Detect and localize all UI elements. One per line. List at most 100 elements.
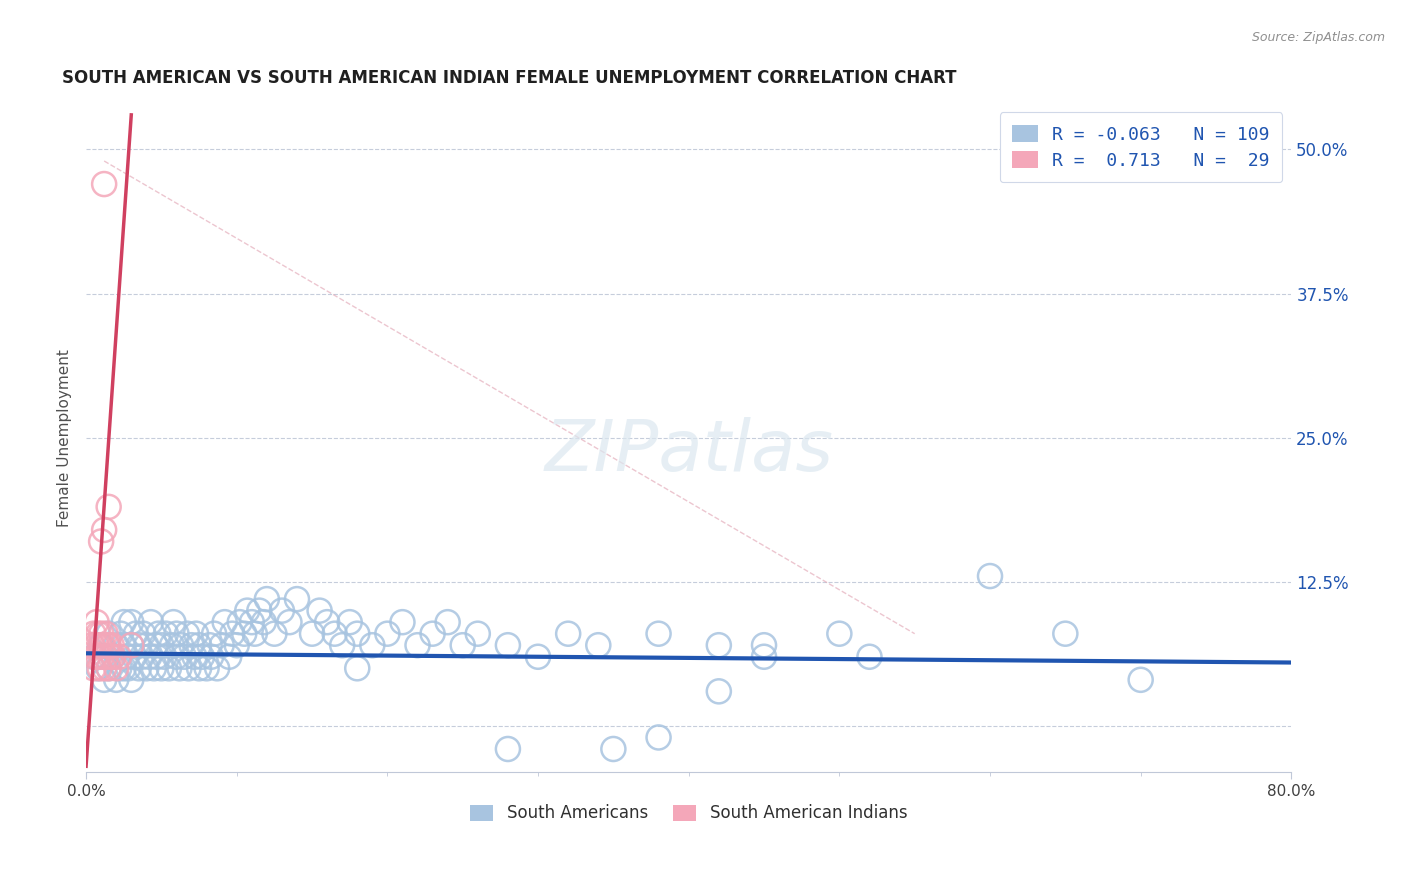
Text: Source: ZipAtlas.com: Source: ZipAtlas.com <box>1251 31 1385 45</box>
Point <box>205 661 228 675</box>
Point <box>97 500 120 514</box>
Point <box>108 661 131 675</box>
Point <box>105 638 128 652</box>
Point <box>391 615 413 629</box>
Point <box>211 638 233 652</box>
Point <box>135 661 157 675</box>
Point <box>229 615 252 629</box>
Point <box>145 638 167 652</box>
Point <box>188 638 211 652</box>
Point <box>346 626 368 640</box>
Point <box>218 649 240 664</box>
Point <box>128 638 150 652</box>
Point <box>183 649 205 664</box>
Point <box>87 649 110 664</box>
Point <box>120 638 142 652</box>
Point <box>93 661 115 675</box>
Point <box>200 649 222 664</box>
Point <box>422 626 444 640</box>
Point <box>100 638 122 652</box>
Point <box>752 649 775 664</box>
Point <box>131 649 153 664</box>
Point <box>105 673 128 687</box>
Point <box>142 661 165 675</box>
Point <box>87 626 110 640</box>
Text: ZIPatlas: ZIPatlas <box>544 417 834 485</box>
Point <box>247 604 270 618</box>
Point <box>90 649 112 664</box>
Point <box>467 626 489 640</box>
Point <box>496 638 519 652</box>
Point <box>94 649 117 664</box>
Point <box>176 626 198 640</box>
Point <box>112 615 135 629</box>
Point <box>828 626 851 640</box>
Point <box>308 604 330 618</box>
Point <box>135 638 157 652</box>
Point <box>112 661 135 675</box>
Point <box>236 604 259 618</box>
Point <box>103 649 125 664</box>
Point <box>112 638 135 652</box>
Point <box>195 661 218 675</box>
Point <box>180 638 202 652</box>
Point <box>1129 673 1152 687</box>
Point <box>225 638 247 652</box>
Point <box>86 638 108 652</box>
Point <box>361 638 384 652</box>
Point <box>647 626 669 640</box>
Y-axis label: Female Unemployment: Female Unemployment <box>58 349 72 526</box>
Point <box>120 673 142 687</box>
Point <box>557 626 579 640</box>
Point <box>89 661 111 675</box>
Point <box>97 661 120 675</box>
Point <box>157 661 180 675</box>
Point <box>139 615 162 629</box>
Point <box>90 534 112 549</box>
Point <box>278 615 301 629</box>
Point <box>132 626 155 640</box>
Point <box>124 649 146 664</box>
Point <box>150 638 173 652</box>
Point <box>184 626 207 640</box>
Point <box>84 649 107 664</box>
Point <box>647 731 669 745</box>
Point <box>166 626 188 640</box>
Point <box>93 673 115 687</box>
Point <box>177 661 200 675</box>
Point <box>120 615 142 629</box>
Point <box>83 626 105 640</box>
Point <box>160 638 183 652</box>
Point <box>170 638 193 652</box>
Point <box>752 638 775 652</box>
Point <box>125 626 148 640</box>
Point <box>188 661 211 675</box>
Point <box>588 638 610 652</box>
Point <box>316 615 339 629</box>
Point <box>169 661 191 675</box>
Text: SOUTH AMERICAN VS SOUTH AMERICAN INDIAN FEMALE UNEMPLOYMENT CORRELATION CHART: SOUTH AMERICAN VS SOUTH AMERICAN INDIAN … <box>62 69 956 87</box>
Point <box>93 177 115 191</box>
Point <box>377 626 399 640</box>
Point <box>198 638 221 652</box>
Point <box>98 649 121 664</box>
Point <box>93 523 115 537</box>
Point <box>82 638 104 652</box>
Point <box>94 649 117 664</box>
Point <box>323 626 346 640</box>
Point <box>979 569 1001 583</box>
Point <box>285 592 308 607</box>
Point <box>110 626 132 640</box>
Point <box>406 638 429 652</box>
Point <box>346 661 368 675</box>
Point <box>451 638 474 652</box>
Point <box>138 649 160 664</box>
Point <box>155 626 177 640</box>
Point <box>496 742 519 756</box>
Point <box>97 638 120 652</box>
Point <box>128 661 150 675</box>
Point <box>263 626 285 640</box>
Point <box>117 661 139 675</box>
Point <box>707 638 730 652</box>
Legend: South Americans, South American Indians: South Americans, South American Indians <box>461 796 915 830</box>
